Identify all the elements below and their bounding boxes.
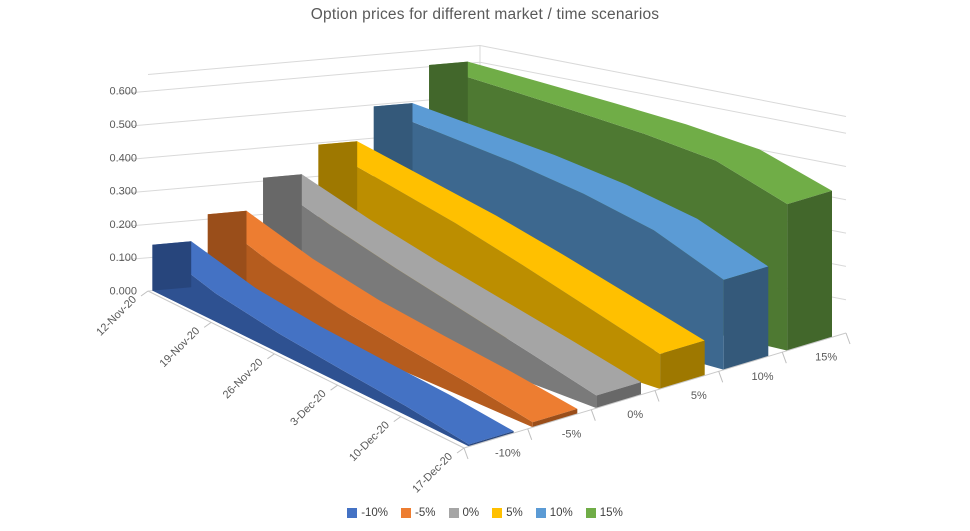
gridline — [118, 61, 847, 134]
legend-item-5%[interactable]: 5% — [492, 507, 523, 519]
wall-top-edge — [147, 44, 847, 117]
series-tick — [463, 447, 469, 460]
legend-swatch-icon — [535, 508, 546, 518]
category-axis-label: 19-Nov-20 — [158, 325, 203, 370]
ribbon-top-face[interactable] — [373, 103, 769, 280]
category-tick — [140, 290, 149, 297]
legend-item-0%[interactable]: 0% — [448, 507, 480, 519]
legend-label: 15% — [599, 507, 623, 519]
ribbon-end-cap[interactable] — [660, 340, 705, 389]
ribbon-top-face[interactable] — [152, 241, 514, 445]
series-tick — [845, 332, 851, 345]
ribbon-top-face[interactable] — [429, 61, 832, 205]
category-axis-label: 3-Dec-20 — [288, 388, 328, 428]
category-axis-label: 17-Dec-20 — [410, 451, 455, 496]
series-tick — [590, 409, 596, 421]
value-axis: 0.000 0.100 0.200 0.300 0.400 0.500 0.600 — [109, 86, 137, 298]
legend-item-15%[interactable]: 15% — [585, 507, 623, 519]
legend-item-10%[interactable]: 10% — [535, 507, 573, 519]
legend-label: -10% — [361, 507, 389, 519]
legend-label: 5% — [506, 507, 523, 519]
category-tick — [267, 353, 275, 360]
legend-item--10%[interactable]: -10% — [347, 507, 388, 519]
legend-swatch-icon — [401, 508, 412, 518]
ribbon-end-cap[interactable] — [532, 408, 578, 428]
series-tick — [527, 428, 533, 440]
category-axis-label: 10-Dec-20 — [347, 419, 392, 464]
value-axis-label: 0.600 — [109, 86, 137, 98]
ribbon-side-face[interactable] — [318, 144, 661, 389]
series-tick — [654, 390, 660, 402]
ribbon-side-face[interactable] — [207, 214, 533, 428]
category-axis-line — [147, 290, 465, 449]
value-axis-label: 0.300 — [109, 186, 137, 198]
category-axis-label: 26-Nov-20 — [221, 356, 266, 401]
series-axis-label: -10% — [495, 447, 521, 459]
category-axis-label: 12-Nov-20 — [94, 294, 139, 339]
series-tick — [718, 371, 724, 383]
ribbon-end-cap[interactable] — [596, 382, 641, 409]
ribbon-top-face[interactable] — [263, 174, 641, 396]
series-axis: -10% -5% 0% 5% 10% 15% — [463, 332, 851, 460]
category-tick — [330, 384, 338, 391]
ribbon-side-face[interactable] — [263, 177, 597, 409]
series-axis-label: 0% — [627, 409, 643, 421]
ribbon-top-face[interactable] — [318, 141, 705, 354]
ribbon-end-cap[interactable] — [723, 266, 769, 370]
legend-swatch-icon — [492, 508, 503, 518]
category-tick — [203, 321, 212, 328]
series-axis-label: 5% — [691, 390, 707, 402]
legend-swatch-icon — [585, 508, 596, 518]
series-ribbon-5%[interactable] — [318, 141, 705, 389]
legend: -10% -5% 0% 5% 10% 15% — [0, 507, 970, 519]
series-tick — [781, 352, 787, 364]
category-tick — [456, 447, 465, 454]
series-axis-label: 15% — [815, 352, 837, 364]
value-axis-label: 0.000 — [109, 286, 137, 298]
category-tick — [393, 416, 402, 423]
series-axis-label: -5% — [562, 428, 582, 440]
value-axis-label: 0.200 — [109, 219, 137, 231]
value-axis-label: 0.500 — [109, 119, 137, 131]
value-axis-label: 0.400 — [109, 152, 137, 164]
ribbon-side-face[interactable] — [152, 244, 470, 447]
chart-title: Option prices for different market / tim… — [310, 6, 660, 23]
legend-label: 10% — [549, 507, 573, 519]
ribbon-end-cap[interactable] — [787, 190, 832, 351]
legend-label: 0% — [462, 507, 480, 519]
value-axis-label: 0.100 — [109, 252, 137, 264]
series-axis-label: 10% — [751, 371, 773, 383]
ribbon-top-face[interactable] — [207, 210, 578, 423]
legend-item--5%[interactable]: -5% — [401, 507, 436, 519]
legend-swatch-icon — [448, 508, 459, 518]
ribbon-start-cap[interactable] — [152, 241, 192, 291]
legend-swatch-icon — [347, 508, 358, 518]
legend-label: -5% — [415, 507, 436, 519]
